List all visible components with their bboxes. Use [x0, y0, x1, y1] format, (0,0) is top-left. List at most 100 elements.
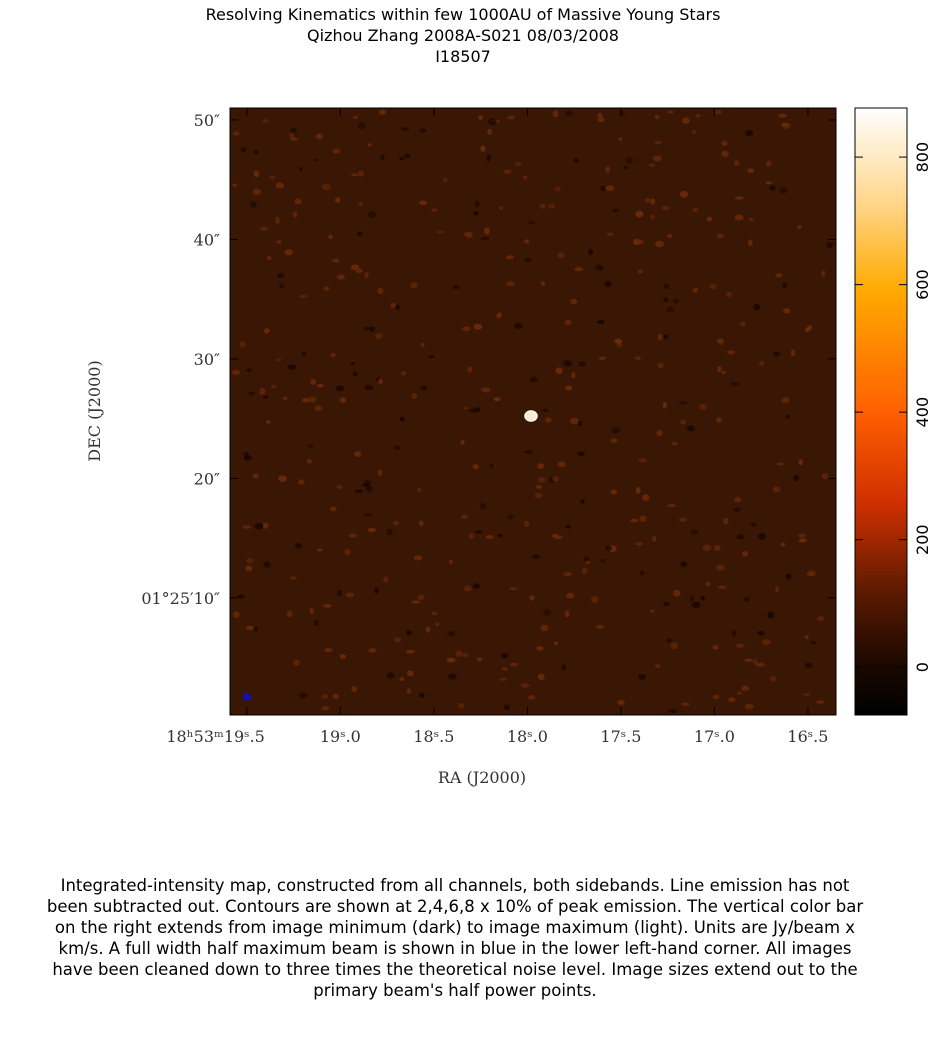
noise-spot — [275, 182, 285, 189]
noise-spot — [485, 534, 494, 540]
noise-spot — [605, 185, 615, 192]
noise-spot — [747, 168, 755, 174]
noise-spot — [507, 514, 515, 520]
x-axis-label: RA (J2000) — [438, 768, 526, 787]
noise-spot — [544, 417, 552, 423]
noise-spot — [246, 368, 252, 373]
noise-spot — [336, 485, 343, 490]
noise-spot — [695, 114, 701, 118]
noise-spot — [737, 691, 742, 695]
noise-spot — [657, 362, 664, 369]
noise-spot — [610, 489, 618, 495]
noise-spot — [798, 538, 807, 543]
noise-spot — [654, 114, 660, 120]
noise-spot — [635, 486, 641, 494]
noise-spot — [565, 524, 571, 529]
noise-spot — [368, 648, 377, 653]
noise-spot — [564, 610, 570, 618]
noise-spot — [637, 269, 643, 274]
noise-spot — [436, 230, 444, 234]
noise-spot — [487, 128, 493, 135]
noise-spot — [765, 181, 773, 185]
noise-spot — [350, 361, 355, 366]
noise-spot — [692, 287, 699, 293]
noise-spot — [401, 127, 410, 131]
subtitle: I18507 — [435, 47, 491, 66]
noise-spot — [316, 384, 324, 388]
noise-spot — [332, 693, 339, 699]
noise-spot — [390, 302, 397, 308]
noise-spot — [316, 548, 323, 552]
noise-spot — [308, 396, 317, 403]
noise-spot — [762, 639, 771, 646]
noise-spot — [616, 342, 623, 348]
noise-spot — [716, 338, 724, 343]
noise-spot — [766, 160, 772, 167]
noise-spot — [358, 201, 364, 206]
noise-spot — [394, 445, 401, 451]
noise-spot — [780, 542, 786, 547]
noise-spot — [497, 534, 503, 538]
noise-spot — [448, 673, 457, 680]
noise-spot — [479, 503, 487, 510]
noise-spot — [712, 645, 719, 650]
noise-spot — [367, 143, 372, 147]
noise-spot — [524, 450, 533, 454]
noise-spot — [551, 533, 559, 538]
noise-spot — [555, 367, 563, 375]
noise-spot — [736, 534, 745, 540]
noise-spot — [498, 206, 504, 211]
noise-spot — [618, 137, 623, 141]
noise-spot — [446, 657, 456, 663]
noise-spot — [306, 459, 312, 464]
noise-spot — [590, 596, 599, 603]
noise-spot — [657, 333, 663, 341]
noise-spot — [793, 474, 800, 482]
noise-spot — [321, 706, 330, 711]
noise-spot — [374, 333, 383, 340]
noise-spot — [367, 211, 377, 218]
noise-spot — [501, 667, 509, 671]
noise-spot — [431, 208, 438, 212]
noise-spot — [339, 654, 346, 660]
noise-spot — [406, 670, 414, 677]
noise-spot — [672, 298, 680, 304]
x-tick-label: 16ˢ.5 — [787, 727, 828, 746]
noise-spot — [748, 217, 754, 222]
noise-spot — [570, 417, 579, 425]
source — [524, 410, 538, 422]
noise-spot — [428, 355, 435, 359]
noise-spot — [610, 438, 618, 443]
noise-spot — [405, 649, 415, 654]
noise-spot — [364, 384, 374, 391]
noise-spot — [344, 548, 351, 556]
noise-spot — [242, 525, 252, 529]
noise-spot — [269, 175, 275, 180]
noise-spot — [639, 570, 645, 576]
noise-spot — [250, 200, 257, 208]
noise-spot — [263, 561, 271, 568]
noise-spot — [540, 281, 546, 286]
noise-spot — [655, 240, 664, 248]
noise-spot — [328, 234, 333, 240]
noise-spot — [406, 687, 412, 695]
noise-spot — [580, 499, 585, 504]
noise-spot — [574, 267, 583, 272]
noise-spot — [529, 376, 538, 383]
noise-spot — [457, 703, 465, 709]
noise-spot — [686, 425, 695, 432]
noise-spot — [597, 319, 605, 325]
noise-spot — [583, 557, 590, 562]
noise-spot — [245, 565, 253, 572]
noise-spot — [292, 211, 298, 218]
noise-spot — [717, 585, 727, 589]
noise-spot — [367, 527, 377, 533]
noise-spot — [728, 697, 736, 702]
noise-spot — [345, 592, 355, 598]
noise-spot — [299, 294, 308, 298]
noise-spot — [239, 341, 246, 348]
colorbar-tick-label: 800 — [913, 142, 931, 173]
noise-spot — [386, 528, 393, 536]
noise-spot — [706, 216, 713, 222]
noise-spot — [435, 622, 440, 626]
